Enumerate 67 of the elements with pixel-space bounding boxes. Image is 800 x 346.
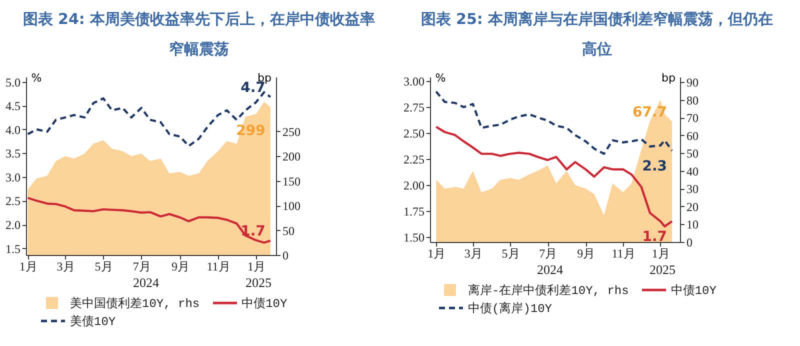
y-axis-title: % xyxy=(435,72,446,84)
chart-title: 图表 24: 本周美债收益率先下后上，在岸中债收益率窄幅震荡 xyxy=(22,9,376,60)
y2-tick-label: 10 xyxy=(686,218,698,232)
y-axis-title: % xyxy=(31,72,42,84)
x-tick-label: 5月 xyxy=(502,246,520,260)
y-tick-label: 3.0 xyxy=(6,170,20,184)
y2-tick-label: 50 xyxy=(686,146,698,161)
x-tick-label: 1月 xyxy=(652,246,670,260)
x-tick-label: 7月 xyxy=(539,246,558,260)
y-tick-label: 3.00 xyxy=(404,74,424,89)
text: 2024 xyxy=(537,262,564,277)
data-label: 67.7 xyxy=(632,104,668,121)
x-tick-label: 5月 xyxy=(94,260,113,274)
x-tick-label: 1月 xyxy=(428,246,446,260)
line-series xyxy=(26,196,272,244)
y-tick-label: 1.75 xyxy=(404,204,424,218)
y-tick-label: 4.0 xyxy=(6,122,20,137)
y2-tick-label: 0 xyxy=(686,236,692,250)
legend-label: 美中国债利差10Y, rhs xyxy=(70,296,200,312)
y2-tick-label: 50 xyxy=(282,224,294,238)
legend-label: 中债(离岸)10Y xyxy=(468,300,552,316)
x-tick-label: 11月 xyxy=(206,260,230,274)
y-tick-label: 2.50 xyxy=(404,126,424,141)
y2-tick-label: 80 xyxy=(686,93,698,108)
y-tick-label: 2.00 xyxy=(404,178,424,192)
y2-axis-title: bp xyxy=(662,72,676,84)
y2-tick-label: 40 xyxy=(686,164,698,178)
legend-label: 离岸-在岸中债利差10Y, rhs xyxy=(468,282,629,298)
x-tick-label: 3月 xyxy=(464,246,482,260)
y2-tick-label: 150 xyxy=(282,174,300,188)
x-tick-label: 1月 xyxy=(19,260,38,274)
text: 2024 xyxy=(133,275,160,290)
y-tick-label: 1.50 xyxy=(404,230,424,244)
data-label: 2.3 xyxy=(642,158,668,175)
y-tick-label: 1.5 xyxy=(6,242,20,256)
y-tick-label: 2.5 xyxy=(6,194,20,208)
y-tick-label: 4.5 xyxy=(6,99,20,114)
y-tick-label: 2.25 xyxy=(404,152,424,166)
x-tick-label: 1月 xyxy=(248,260,266,274)
legend-label: 美债10Y xyxy=(70,314,116,330)
x-tick-label: 7月 xyxy=(132,260,151,274)
legend-label: 中债10Y xyxy=(670,282,716,298)
text: 2025 xyxy=(246,275,272,290)
y2-tick-label: 90 xyxy=(686,75,698,90)
x-tick-label: 11月 xyxy=(612,246,636,260)
y2-tick-label: 250 xyxy=(282,124,300,139)
text: 2025 xyxy=(650,262,676,277)
y2-tick-label: 70 xyxy=(686,111,698,126)
y2-tick-label: 100 xyxy=(282,199,300,214)
y-tick-label: 2.75 xyxy=(404,100,424,115)
y2-tick-label: 20 xyxy=(686,200,698,214)
line-series xyxy=(435,90,674,155)
y-tick-label: 2.0 xyxy=(6,218,20,232)
x-tick-label: 3月 xyxy=(56,260,75,274)
chart-title: 图表 25: 本周离岸与在岸国债利差窄幅震荡，但仍在高位 xyxy=(420,9,774,60)
y2-tick-label: 200 xyxy=(282,150,300,164)
y2-tick-label: 30 xyxy=(686,182,698,196)
y2-tick-label: 0 xyxy=(282,248,288,262)
legend-label: 中债10Y xyxy=(242,296,288,312)
x-tick-label: 9月 xyxy=(577,246,596,260)
y-tick-label: 5.0 xyxy=(6,75,20,90)
line-series xyxy=(26,91,272,148)
y2-tick-label: 60 xyxy=(686,128,698,143)
y-tick-label: 3.5 xyxy=(6,146,20,161)
data-label: 1.7 xyxy=(642,229,668,246)
x-tick-label: 9月 xyxy=(171,260,190,274)
line-series xyxy=(435,126,674,228)
